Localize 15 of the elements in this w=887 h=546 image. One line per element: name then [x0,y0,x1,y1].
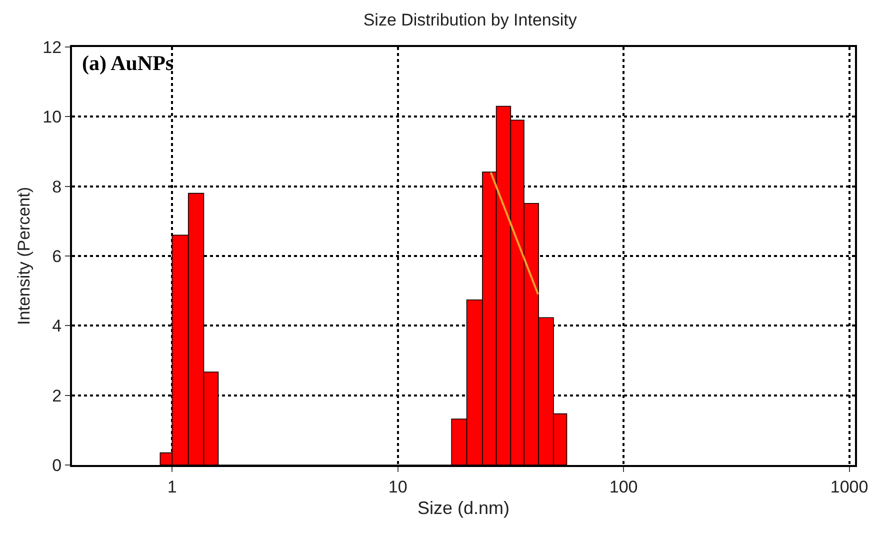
y-tick-label: 0 [52,456,62,475]
x-tick-label: 1 [167,477,177,496]
y-tick-label: 10 [42,108,62,127]
x-tick-label: 10 [388,477,408,496]
y-tick-label: 8 [52,177,62,196]
y-tick-label: 2 [52,386,62,406]
x-tick-label: 100 [609,477,638,496]
x-tick-label: 1000 [830,477,868,496]
x-axis-title: Size (d.nm) [417,498,510,518]
y-axis-title: Intensity (Percent) [14,187,34,325]
y-tick-label: 6 [52,246,62,266]
annotation: (a) AuNPs [82,51,174,75]
y-tick-label: 4 [52,316,62,336]
chart-title: Size Distribution by Intensity [363,10,578,30]
y-tick-label: 12 [42,38,62,57]
